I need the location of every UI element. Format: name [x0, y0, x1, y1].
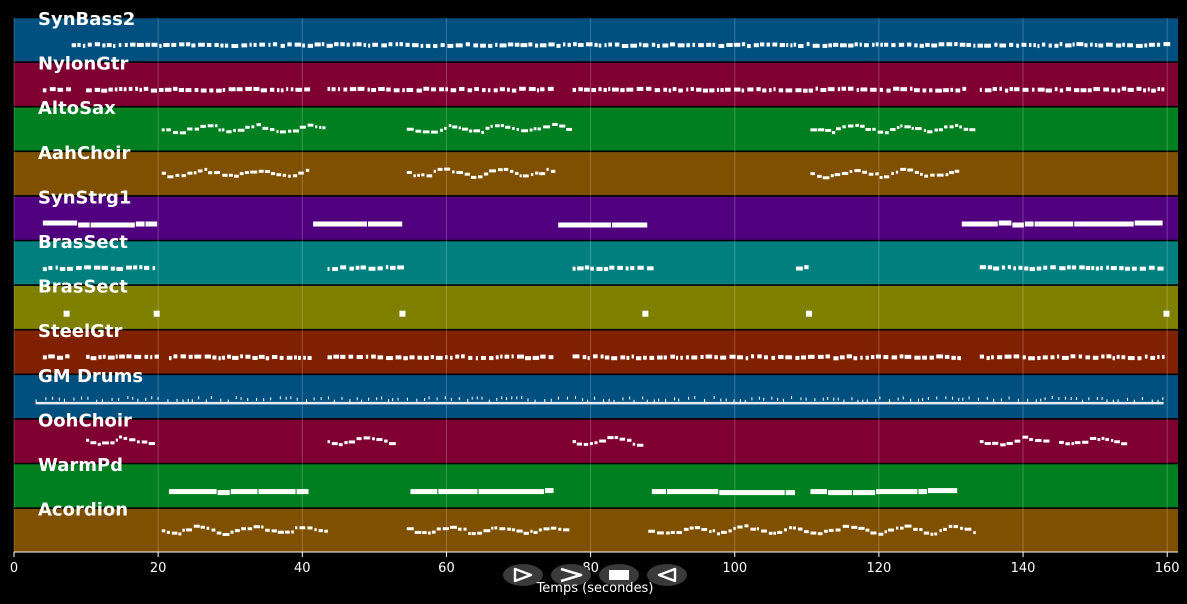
note-segment-steelgtr	[42, 354, 70, 360]
note-segment-synstrg1	[42, 220, 158, 228]
note-segment-oohchoir	[327, 436, 396, 447]
track-lane-acordion	[14, 508, 1178, 552]
track-label: WarmPd	[38, 455, 123, 476]
track-lane-brassect	[14, 241, 1178, 285]
track-label: AltoSax	[38, 98, 116, 119]
note-segment-aahchoir	[406, 167, 556, 179]
note-segment-steelgtr	[572, 354, 961, 361]
track-label: GM Drums	[38, 366, 143, 387]
note-segment-gm-drums	[35, 395, 1164, 405]
x-tick-label: 20	[150, 561, 167, 576]
stop-button[interactable]	[599, 564, 639, 586]
note-segment-warmpd	[651, 489, 796, 496]
note-segment-synstrg1	[558, 222, 648, 228]
note-segment-oohchoir	[572, 436, 644, 447]
track-labels: SynBass2 NylonGtr AltoSax AahChoir SynStrg1 B…	[38, 9, 143, 521]
note-events	[35, 42, 1171, 536]
chevron-right-icon	[560, 567, 583, 583]
play-button[interactable]	[503, 564, 543, 586]
note-segment-oohchoir	[86, 435, 156, 446]
track-lane-brassect	[14, 285, 1178, 329]
track-lanes	[14, 18, 1178, 552]
note-segment-synbass2	[71, 42, 1171, 49]
note-segment-nylongtr	[86, 86, 311, 93]
x-axis-ticks: 0 20 40 60 80 100 120 140 160	[10, 552, 1180, 576]
x-tick-label: 0	[10, 561, 18, 576]
note-segment-nylongtr	[42, 87, 71, 93]
note-segment-altosax	[406, 122, 573, 134]
stop-square-icon	[609, 570, 629, 580]
track-lane-warmpd	[14, 464, 1178, 508]
track-lane-synbass2	[14, 18, 1178, 62]
track-label: SynBass2	[38, 9, 135, 30]
x-tick-label: 100	[722, 561, 747, 576]
note-segment-brassect	[42, 265, 156, 272]
playback-controls	[503, 564, 687, 586]
note-segment-brassect	[1163, 310, 1170, 317]
track-lane-gm-drums	[14, 375, 1178, 419]
x-tick-label: 120	[866, 561, 891, 576]
track-label: AahChoir	[38, 143, 130, 164]
forward-button[interactable]	[551, 564, 591, 586]
x-tick-label: 140	[1011, 561, 1036, 576]
note-segment-brassect	[153, 310, 160, 317]
note-segment-warmpd	[168, 489, 309, 496]
note-segment-altosax	[161, 123, 326, 135]
note-segment-steelgtr	[86, 354, 159, 361]
x-axis: 0 20 40 60 80 100 120 140 160	[10, 551, 1180, 576]
note-segment-brassect	[572, 265, 654, 271]
note-segment-brassect	[327, 265, 404, 272]
track-label: BrasSect	[38, 232, 128, 253]
note-segment-brassect	[805, 310, 812, 317]
rewind-button[interactable]	[647, 564, 687, 586]
x-tick-label: 60	[438, 561, 455, 576]
time-gridlines	[13, 18, 1168, 552]
note-segment-nylongtr	[327, 86, 554, 93]
track-label: OohChoir	[38, 410, 132, 431]
note-segment-oohchoir	[1059, 436, 1128, 446]
note-segment-steelgtr	[327, 354, 554, 361]
note-segment-aahchoir	[810, 167, 960, 180]
note-segment-synstrg1	[961, 220, 1163, 228]
track-lane-altosax	[14, 107, 1178, 151]
note-segment-brassect	[63, 310, 70, 317]
track-lane-nylongtr	[14, 62, 1178, 106]
track-lane-oohchoir	[14, 419, 1178, 463]
note-segment-brassect	[979, 265, 1164, 272]
note-segment-steelgtr	[979, 354, 1165, 361]
track-lane-aahchoir	[14, 152, 1178, 196]
triangle-left-outline-icon	[657, 567, 677, 583]
x-tick-label: 160	[1155, 561, 1180, 576]
track-label: SteelGtr	[38, 321, 123, 342]
track-lane-steelgtr	[14, 330, 1178, 374]
note-segment-aahchoir	[161, 167, 310, 179]
note-segment-acordion	[161, 524, 328, 536]
track-lane-synstrg1	[14, 196, 1178, 240]
play-outline-icon	[513, 567, 533, 583]
note-segment-synstrg1	[313, 221, 403, 227]
note-segment-acordion	[406, 525, 570, 536]
note-segment-warmpd	[810, 488, 958, 496]
note-segment-altosax	[810, 123, 976, 135]
track-label: Acordion	[38, 500, 128, 521]
note-segment-steelgtr	[168, 354, 312, 361]
track-label: SynStrg1	[38, 187, 131, 208]
note-segment-nylongtr	[572, 86, 967, 93]
note-segment-nylongtr	[979, 86, 1165, 93]
note-segment-brassect	[796, 265, 809, 271]
note-segment-warmpd	[410, 488, 554, 495]
note-segment-oohchoir	[979, 435, 1050, 447]
note-segment-brassect	[642, 310, 649, 317]
note-segment-brassect	[399, 310, 406, 317]
track-label: NylonGtr	[38, 54, 129, 75]
x-axis-title: Temps (secondes)	[536, 581, 654, 596]
x-tick-label: 40	[294, 561, 311, 576]
note-segment-acordion	[648, 524, 976, 536]
track-label: BrasSect	[38, 277, 128, 298]
